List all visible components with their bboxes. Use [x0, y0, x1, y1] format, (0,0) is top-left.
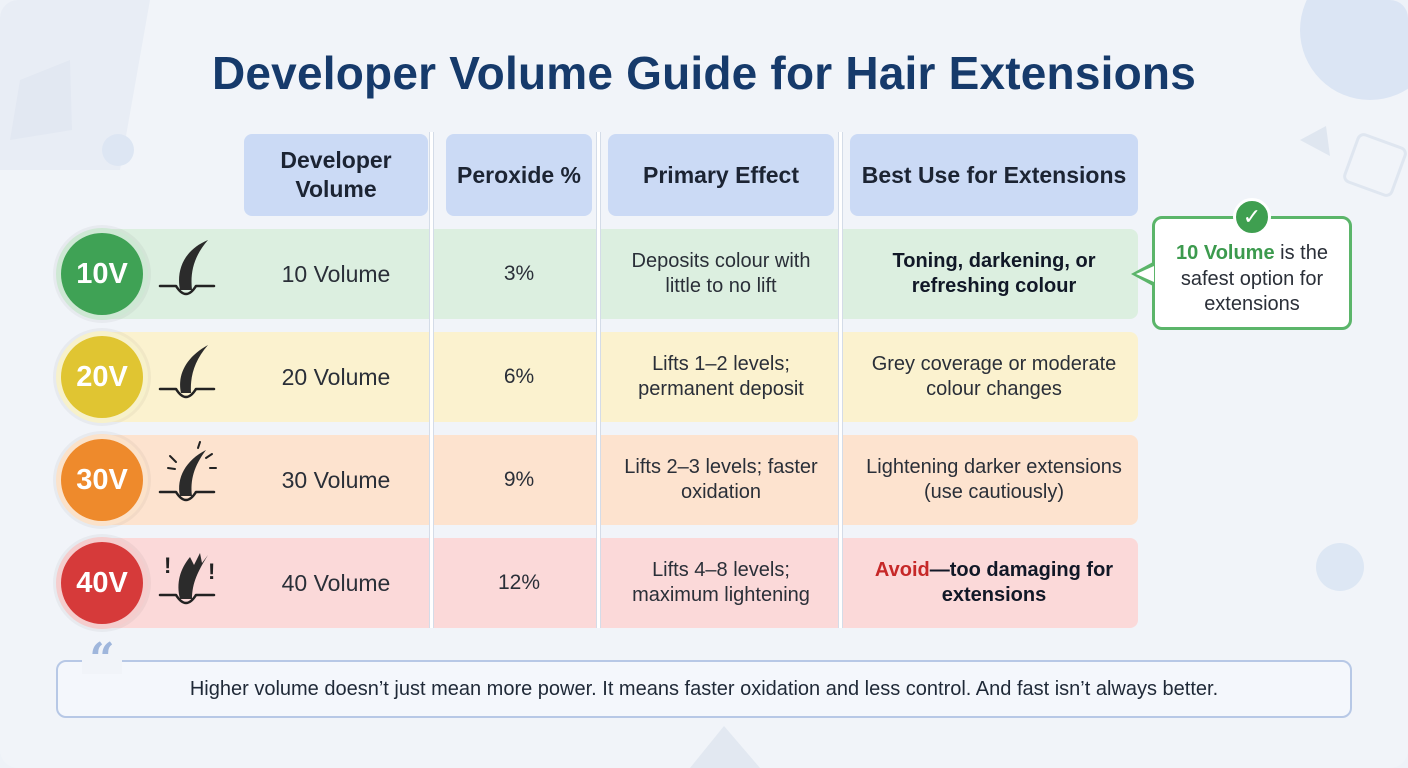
svg-text:!: ! [208, 559, 215, 584]
header-developer-volume: Developer Volume [244, 134, 428, 216]
cell-peroxide: 6% [503, 364, 535, 388]
cell-peroxide: 12% [497, 570, 541, 594]
row-background [100, 538, 1138, 628]
row-background [100, 435, 1138, 525]
badge-20v: 20V [56, 331, 148, 423]
cell-effect: Lifts 2–3 levels; faster oxidation [624, 456, 818, 503]
cell-effect: Lifts 4–8 levels; maximum lightening [632, 559, 810, 606]
column-divider [429, 132, 434, 628]
cell-volume: 10 Volume [281, 260, 391, 287]
cell-effect: Lifts 1–2 levels; permanent deposit [638, 353, 804, 400]
hair-strand-icon [158, 345, 216, 399]
cell-peroxide: 3% [503, 261, 535, 285]
badge-10v: 10V [56, 228, 148, 320]
callout-pointer-inner [1136, 266, 1154, 282]
hair-strand-icon [158, 240, 216, 296]
cell-peroxide: 9% [503, 467, 535, 491]
badge-30v: 30V [56, 434, 148, 526]
row-background [100, 229, 1138, 319]
callout-text: is the safest option for extensions [1180, 242, 1328, 316]
page-title: Developer Volume Guide for Hair Extensio… [211, 47, 1196, 99]
row-background [100, 332, 1138, 422]
cell-effect: Deposits colour with little to no lift [631, 250, 811, 297]
quote-text: Higher volume doesn’t just mean more pow… [189, 677, 1219, 700]
svg-text:!: ! [164, 553, 171, 578]
header-peroxide: Peroxide % [446, 134, 592, 216]
cell-best-use: Grey coverage or moderate colour changes [871, 353, 1117, 400]
cell-volume: 30 Volume [281, 466, 391, 493]
hair-strand-damaged-icon: ! ! [158, 553, 215, 605]
quote-mark-icon: “ [82, 638, 122, 682]
cell-best-use: Lightening darker extensions (use cautio… [866, 456, 1122, 503]
callout-highlight: 10 Volume [1176, 242, 1275, 264]
cell-volume: 20 Volume [281, 363, 391, 390]
cell-best-use: Toning, darkening, or refreshing colour [892, 250, 1096, 297]
header-primary-effect: Primary Effect [608, 134, 834, 216]
column-divider [596, 132, 601, 628]
cell-volume: 40 Volume [281, 569, 391, 596]
best-use-text: —too damaging for extensions [929, 559, 1114, 606]
hair-strand-stressed-icon [158, 441, 217, 502]
header-best-use: Best Use for Extensions [850, 134, 1138, 216]
quote-box: Higher volume doesn’t just mean more pow… [56, 660, 1352, 718]
column-divider [838, 132, 843, 628]
checkmark-icon: ✓ [1233, 198, 1271, 236]
avoid-highlight: Avoid [874, 559, 930, 581]
badge-40v: 40V [56, 537, 148, 629]
cell-best-use: Avoid—too damaging for extensions [866, 538, 1122, 628]
